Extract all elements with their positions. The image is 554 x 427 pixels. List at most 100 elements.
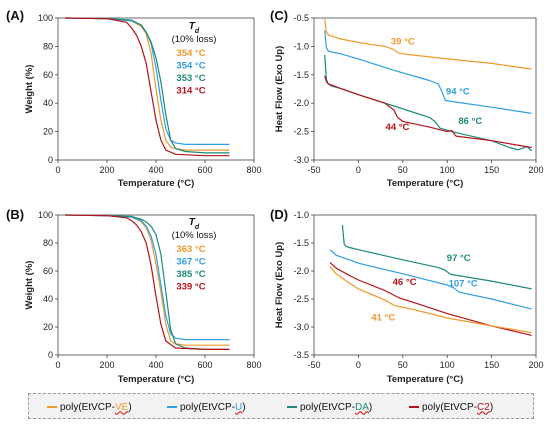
x-tick-label-b-600: 600 bbox=[197, 360, 212, 370]
td-subtitle-b: (10% loss) bbox=[172, 230, 217, 241]
annotation-c-ve: 39 °C bbox=[391, 37, 415, 48]
panel-label-b: (B) bbox=[6, 207, 24, 222]
y-tick-label-d-2-5: -2.5 bbox=[293, 294, 309, 304]
y-axis-title-b: Weight (%) bbox=[24, 261, 35, 310]
series-line-c-c2 bbox=[324, 75, 532, 149]
x-tick-label-a-800: 800 bbox=[246, 165, 261, 175]
y-tick-label-b-0: 0 bbox=[48, 350, 53, 360]
panel-a: (A) 0 200 400 600 800 0 20 40 60 80 100 Temperature … bbox=[6, 8, 262, 189]
plot-frame-c bbox=[313, 17, 537, 161]
y-tick-label-a-100: 100 bbox=[38, 13, 53, 23]
series-line-a-da bbox=[65, 17, 230, 154]
x-axis-title-b: Temperature (°C) bbox=[118, 374, 194, 385]
legend-swatch-c2 bbox=[409, 406, 419, 408]
x-tick-label-c-50: 50 bbox=[398, 165, 408, 175]
legend-item-c2: poly(EtVCP- C2) bbox=[409, 400, 493, 414]
y-tick-label-d-3-5: -3.5 bbox=[293, 350, 309, 360]
y-tick-label-a-20: 20 bbox=[43, 127, 53, 137]
x-axis-title-c: Temperature (°C) bbox=[387, 178, 463, 189]
panel-label-c: (C) bbox=[270, 8, 288, 23]
legend-close-u: ) bbox=[242, 401, 246, 413]
y-axis-title-d: Heat Flow (Exo Up) bbox=[274, 242, 285, 329]
x-tick-label-c-50: -50 bbox=[307, 165, 320, 175]
x-tick-label-a-200: 200 bbox=[99, 165, 114, 175]
y-tick-label-c-1-0: -1.0 bbox=[293, 41, 309, 51]
panel-d: (D) -50 0 50 100 150 200 -3.5 -3.0 -2.5 -2.0 -1.5 -1… bbox=[270, 207, 544, 385]
legend-suffix-u: U bbox=[235, 401, 243, 413]
legend-prefix-da: poly(EtVCP- bbox=[300, 401, 356, 413]
y-axis-title-a: Weight (%) bbox=[24, 65, 35, 114]
series-line-d-u bbox=[329, 249, 532, 310]
plot-frame-d bbox=[313, 214, 537, 356]
series-line-d-da bbox=[341, 225, 532, 290]
x-tick-label-d-200: 200 bbox=[528, 360, 543, 370]
y-tick-label-b-20: 20 bbox=[43, 322, 53, 332]
x-tick-label-b-200: 200 bbox=[99, 360, 114, 370]
y-tick-label-a-0: 0 bbox=[48, 155, 53, 165]
td-subtitle-a: (10% loss) bbox=[172, 34, 217, 45]
legend-swatch-ve bbox=[47, 406, 57, 408]
y-tick-label-a-40: 40 bbox=[43, 98, 53, 108]
y-tick-label-c-0-5: -0.5 bbox=[293, 13, 309, 23]
y-tick-label-b-100: 100 bbox=[38, 210, 53, 220]
td-title-a: Td bbox=[189, 21, 200, 35]
annotation-d-c2: 46 °C bbox=[393, 277, 417, 288]
y-axis-title-c: Heat Flow (Exo Up) bbox=[274, 46, 285, 133]
legend-item-ve: poly(EtVCP- VE) bbox=[47, 400, 132, 414]
legend-prefix-c2: poly(EtVCP- bbox=[422, 401, 478, 413]
annotation-d-da: 97 °C bbox=[447, 253, 471, 264]
panel-label-a: (A) bbox=[6, 8, 24, 23]
y-tick-label-a-80: 80 bbox=[43, 41, 53, 51]
legend-close-c2: ) bbox=[489, 401, 494, 413]
legend-close-da: ) bbox=[368, 401, 373, 413]
series-line-c-u bbox=[324, 30, 532, 114]
legend-suffix-c2: C2 bbox=[477, 401, 490, 413]
td-value-b-ve: 363 °C bbox=[176, 244, 205, 255]
x-tick-label-c-0: 0 bbox=[356, 165, 361, 175]
series-line-b-u bbox=[65, 214, 230, 341]
x-tick-label-b-400: 400 bbox=[148, 360, 163, 370]
legend-suffix-ve: VE bbox=[115, 401, 129, 413]
annotation-d-ve: 41 °C bbox=[371, 312, 395, 323]
td-value-a-c2: 314 °C bbox=[176, 86, 205, 97]
td-value-a-u: 354 °C bbox=[176, 61, 205, 72]
y-tick-label-b-80: 80 bbox=[43, 238, 53, 248]
y-tick-label-d-1-5: -1.5 bbox=[293, 238, 309, 248]
x-tick-label-a-400: 400 bbox=[148, 165, 163, 175]
series-line-a-c2 bbox=[65, 17, 230, 157]
x-axis-title-a: Temperature (°C) bbox=[118, 178, 194, 189]
panel-b: (B) 0 200 400 600 800 0 20 40 60 80 100 Temperature … bbox=[6, 207, 262, 385]
annotation-d-u: 107 °C bbox=[449, 279, 478, 290]
series-line-b-da bbox=[65, 214, 230, 350]
x-tick-label-d-0: 0 bbox=[356, 360, 361, 370]
y-tick-label-c-3-0: -3.0 bbox=[293, 155, 309, 165]
series-line-d-ve bbox=[329, 266, 532, 334]
x-tick-label-b-800: 800 bbox=[246, 360, 261, 370]
series-line-b-c2 bbox=[65, 214, 230, 350]
y-tick-label-b-40: 40 bbox=[43, 294, 53, 304]
x-tick-label-c-200: 200 bbox=[528, 165, 543, 175]
y-tick-label-c-1-5: -1.5 bbox=[293, 70, 309, 80]
annotation-c-c2: 44 °C bbox=[386, 122, 410, 133]
legend: poly(EtVCP- VE) poly(EtVCP- U) poly(EtVCP-… bbox=[28, 393, 534, 419]
annotation-c-da: 86 °C bbox=[458, 116, 482, 127]
x-tick-label-d-50: 50 bbox=[398, 360, 408, 370]
series-line-c-da bbox=[324, 54, 533, 152]
y-tick-label-a-60: 60 bbox=[43, 70, 53, 80]
td-value-b-u: 367 °C bbox=[176, 257, 205, 268]
y-tick-label-d-1-0: -1.0 bbox=[293, 210, 309, 220]
panel-c: (C) -50 0 50 100 150 200 -3.0 -2.5 -2.0 -1.5 -1.0 -0… bbox=[270, 8, 544, 189]
legend-swatch-u bbox=[167, 406, 177, 408]
td-title-b: Td bbox=[189, 217, 200, 231]
td-value-b-c2: 339 °C bbox=[176, 282, 205, 293]
y-tick-label-d-3-0: -3.0 bbox=[293, 322, 309, 332]
panel-label-d: (D) bbox=[270, 207, 288, 222]
legend-item-da: poly(EtVCP- DA) bbox=[287, 400, 372, 414]
annotation-c-u: 94 °C bbox=[446, 87, 470, 98]
x-tick-label-a-0: 0 bbox=[55, 165, 60, 175]
legend-swatch-da bbox=[287, 406, 297, 408]
legend-prefix-u: poly(EtVCP- bbox=[180, 401, 236, 413]
x-tick-label-d-150: 150 bbox=[484, 360, 499, 370]
series-line-c-ve bbox=[324, 19, 532, 70]
